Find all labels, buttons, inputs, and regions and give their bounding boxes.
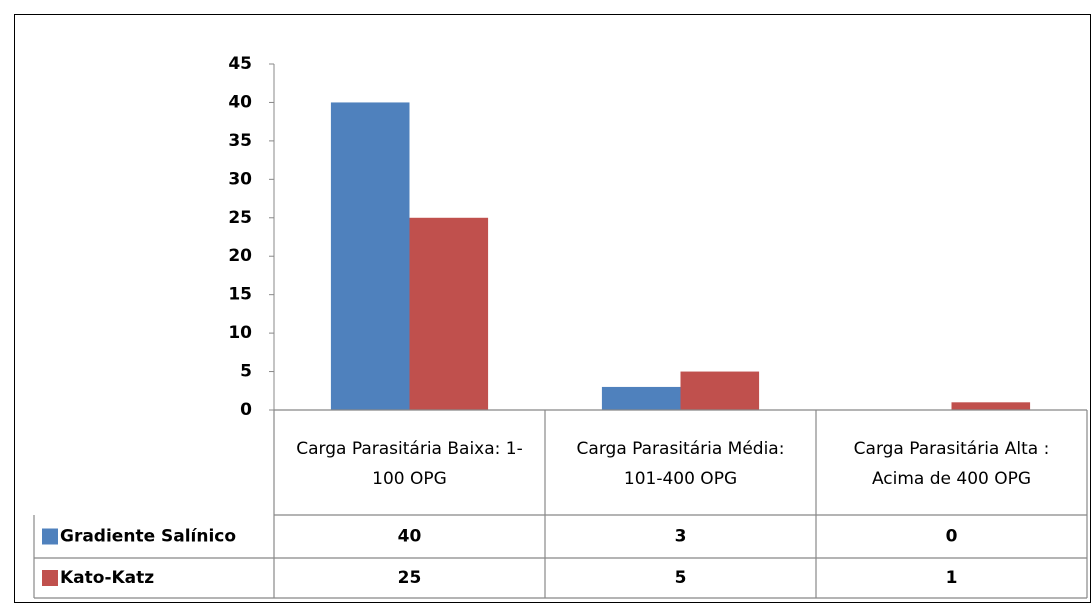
table-value: 25	[398, 568, 422, 588]
bar	[951, 402, 1031, 410]
y-tick-label: 0	[240, 400, 252, 420]
y-tick-label: 25	[228, 208, 252, 228]
table-value: 5	[675, 568, 687, 588]
y-tick-label: 5	[240, 362, 252, 382]
chart-frame	[14, 14, 1091, 603]
table-value: 40	[398, 527, 422, 547]
table-value: 1	[946, 568, 958, 588]
category-cell: Carga Parasitária Alta : Acima de 400 OP…	[853, 438, 1050, 489]
y-tick-label: 40	[228, 92, 252, 112]
bar	[601, 386, 681, 410]
table-value: 0	[946, 527, 958, 547]
x-tick-label: Carga Parasitária Alta : Acima de 400 OP…	[853, 438, 1050, 489]
legend-label: Kato-Katz	[60, 568, 154, 588]
y-tick-label: 15	[228, 285, 252, 305]
y-tick-label: 35	[228, 131, 252, 151]
category-cell: Carga Parasitária Média: 101-400 OPG	[576, 438, 785, 489]
legend-swatch	[42, 528, 58, 545]
legend-swatch	[42, 570, 58, 586]
y-tick-label: 45	[228, 54, 252, 74]
y-tick-label: 20	[228, 246, 252, 266]
legend-label: Gradiente Salínico	[60, 527, 236, 547]
x-tick-label: Carga Parasitária Média: 101-400 OPG	[576, 438, 785, 489]
table-value: 3	[675, 527, 687, 547]
y-tick-label: 30	[228, 169, 252, 189]
bar	[680, 371, 760, 410]
y-tick-label: 10	[228, 323, 252, 343]
x-tick-label: Carga Parasitária Baixa: 1-100 OPG	[296, 438, 523, 489]
bar	[330, 102, 410, 410]
category-cell: Carga Parasitária Baixa: 1-100 OPG	[296, 438, 523, 489]
bar	[409, 217, 489, 410]
